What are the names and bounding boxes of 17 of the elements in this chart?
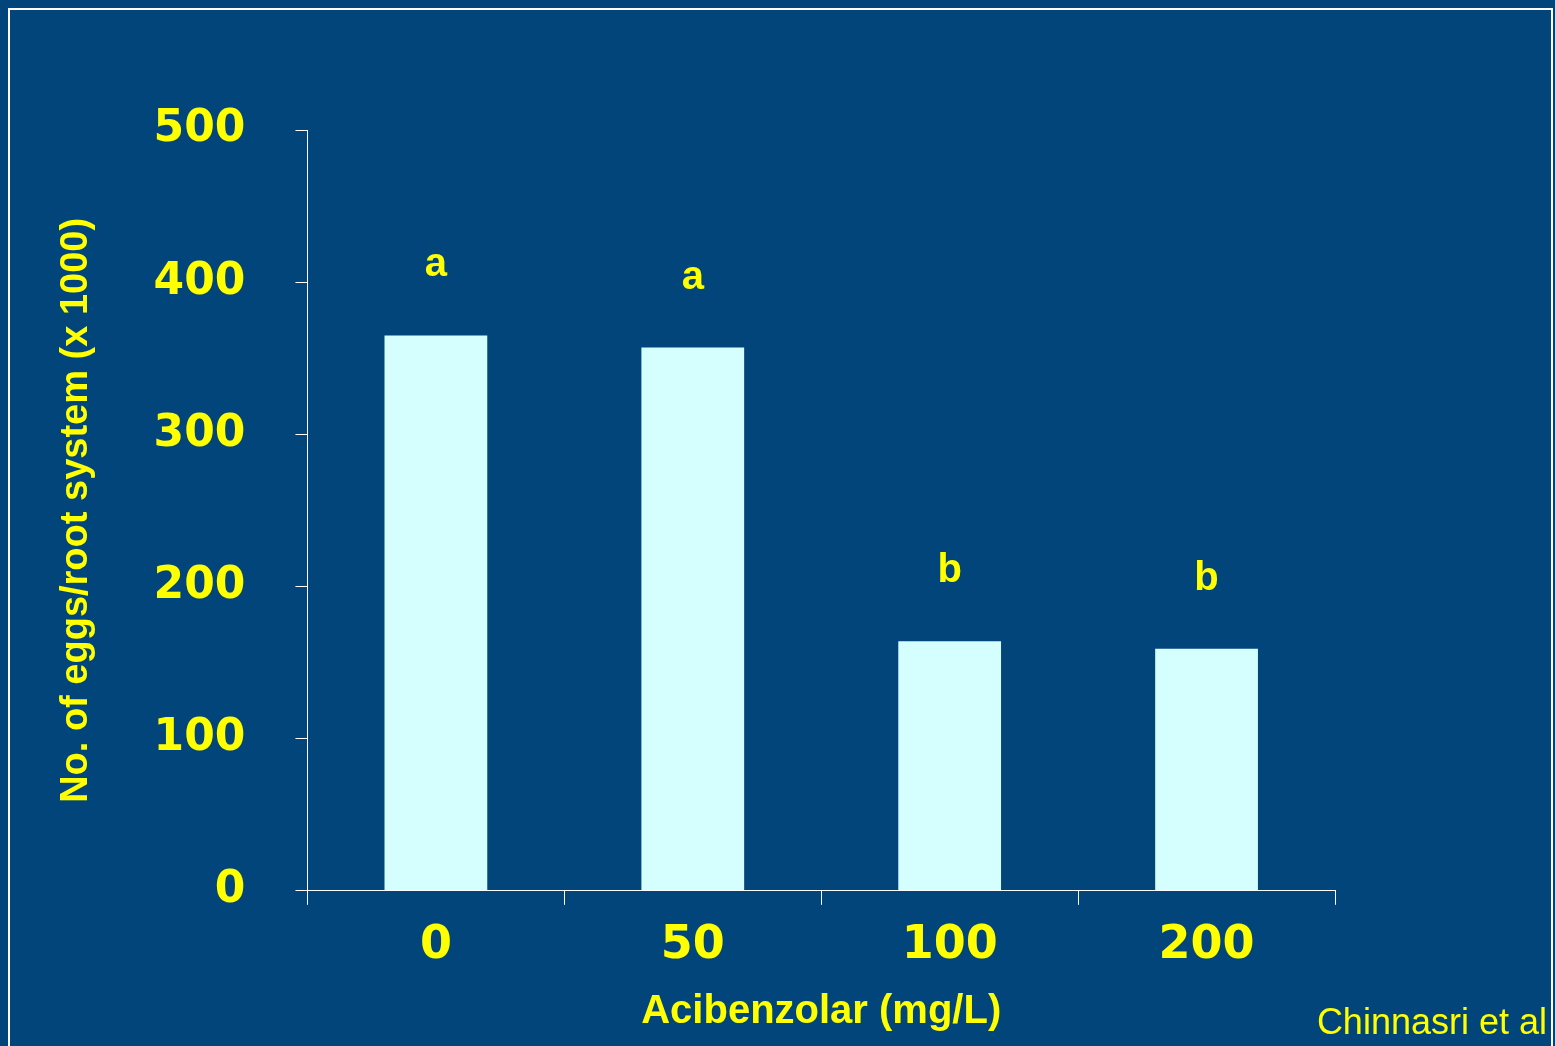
x-tick-label: 0	[419, 915, 452, 970]
annotation: b	[937, 546, 962, 591]
x-tick-label: 200	[1158, 915, 1255, 970]
y-tick-label: 300	[153, 404, 246, 456]
y-tick-label: 0	[214, 861, 246, 913]
annotation: b	[1194, 553, 1219, 598]
x-axis-title: Acibenzolar (mg/L)	[641, 987, 1002, 1032]
y-axis-title: No. of eggs/root system (x 1000)	[53, 217, 96, 803]
x-tick-label: 50	[660, 915, 725, 970]
y-tick-label: 400	[153, 252, 246, 304]
y-tick-label: 100	[153, 709, 246, 761]
y-tick-label: 500	[153, 100, 246, 152]
y-tick-label: 200	[153, 556, 246, 608]
text: Chinnasri et al	[1316, 1000, 1547, 1042]
annotation: a	[681, 252, 705, 297]
x-tick-label: 100	[901, 915, 998, 970]
annotation: a	[424, 240, 448, 285]
